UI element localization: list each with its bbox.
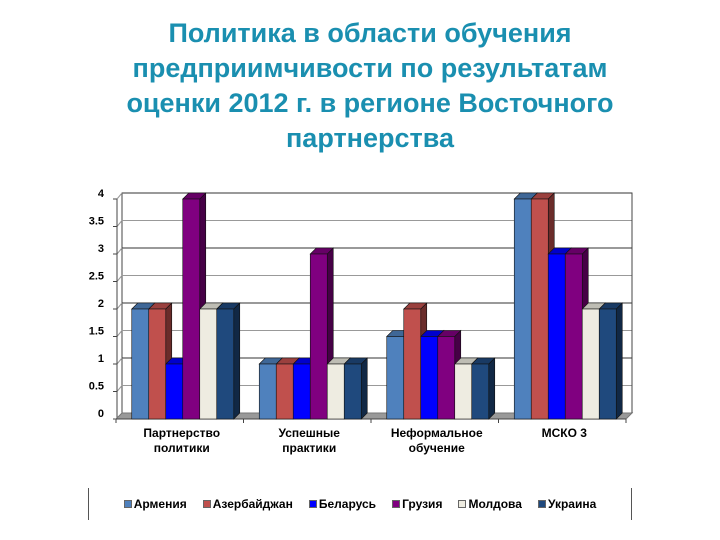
svg-text:2: 2: [98, 298, 104, 310]
title-line-3: оценки 2012 г. в регионе Восточного: [126, 88, 614, 118]
legend: Армения Азербайджан Беларусь Грузия Молд…: [88, 488, 632, 520]
legend-item-ukraine: Украина: [537, 497, 596, 511]
bar: [598, 302, 623, 420]
svg-text:Неформальное: Неформальное: [391, 426, 483, 440]
bar: [343, 357, 368, 420]
svg-text:Успешные: Успешные: [279, 426, 341, 440]
bars: [131, 192, 623, 420]
title-line-2: предприимчивости по результатам: [132, 53, 608, 83]
title-line-4: партнерства: [286, 123, 454, 153]
chart-title: Политика в области обучения предприимчив…: [40, 16, 700, 156]
title-line-1: Политика в области обучения: [168, 18, 572, 48]
swatch-moldova: [458, 500, 467, 508]
swatch-belarus: [308, 500, 317, 508]
svg-text:МСКО 3: МСКО 3: [542, 426, 588, 440]
legend-right-border: [631, 488, 632, 520]
svg-text:Партнерство: Партнерство: [143, 426, 220, 440]
svg-text:4: 4: [98, 188, 105, 200]
legend-item-moldova: Молдова: [458, 497, 522, 511]
y-axis-labels: 0 0.5 1 1.5 2 2.5 3 3.5 4: [89, 188, 105, 420]
legend-item-georgia: Грузия: [392, 497, 442, 511]
swatch-ukraine: [537, 500, 546, 508]
svg-text:практики: практики: [282, 441, 336, 455]
legend-item-azerbaijan: Азербайджан: [202, 497, 293, 511]
swatch-armenia: [123, 500, 132, 508]
swatch-georgia: [392, 500, 401, 508]
svg-text:2.5: 2.5: [89, 271, 104, 283]
svg-text:политики: политики: [154, 441, 210, 455]
svg-text:3: 3: [98, 243, 104, 255]
bar: [216, 302, 241, 420]
svg-text:1: 1: [98, 353, 104, 365]
legend-left-border: [88, 488, 89, 520]
svg-text:1.5: 1.5: [89, 326, 104, 338]
swatch-azerbaijan: [202, 500, 211, 508]
svg-text:0: 0: [98, 408, 104, 420]
svg-text:обучение: обучение: [409, 441, 466, 455]
legend-item-belarus: Беларусь: [308, 497, 376, 511]
svg-text:3.5: 3.5: [89, 216, 104, 228]
legend-item-armenia: Армения: [123, 497, 187, 511]
bar: [471, 357, 496, 420]
svg-text:0.5: 0.5: [89, 381, 104, 393]
